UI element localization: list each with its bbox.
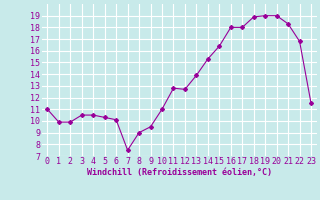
X-axis label: Windchill (Refroidissement éolien,°C): Windchill (Refroidissement éolien,°C) xyxy=(87,168,272,177)
